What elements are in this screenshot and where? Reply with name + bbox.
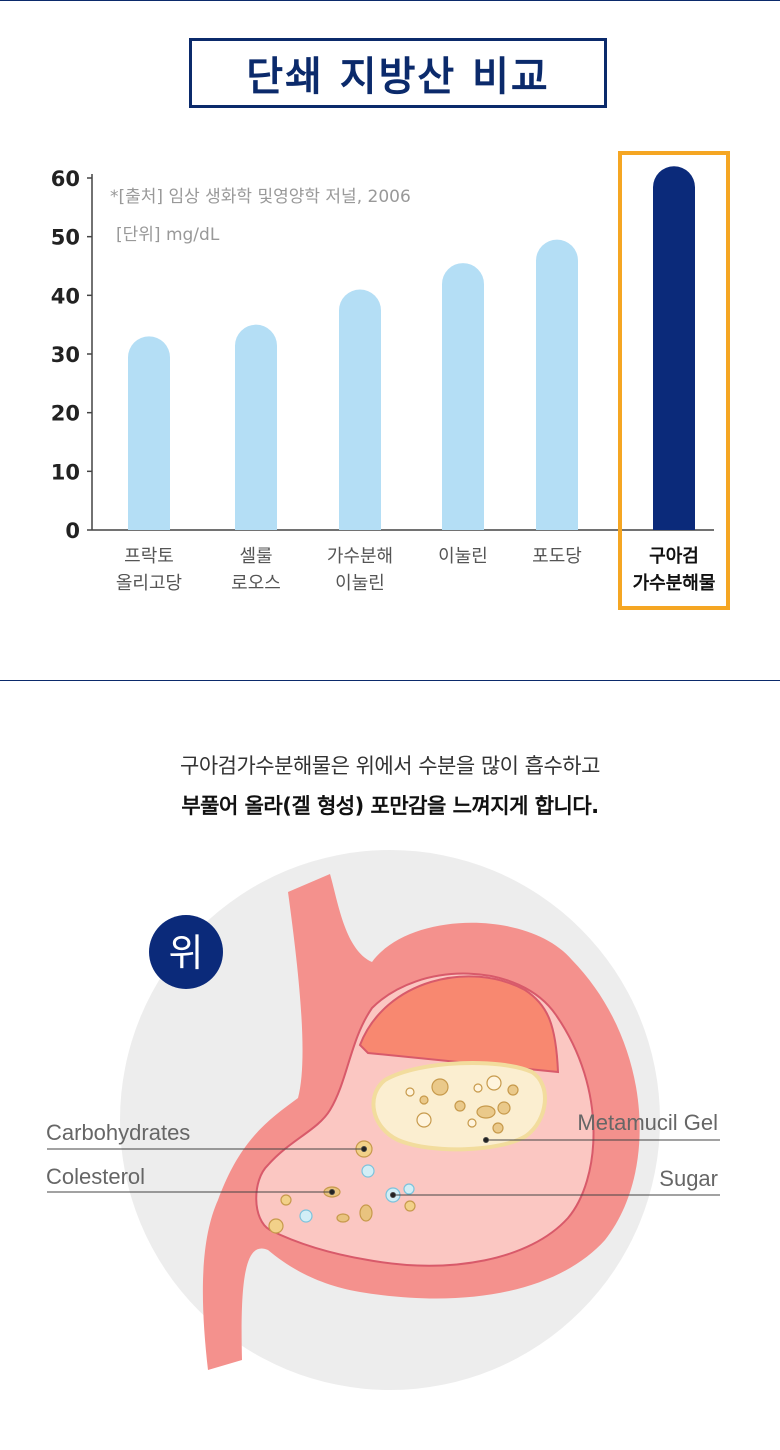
description-line-1: 구아검가수분해물은 위에서 수분을 많이 흡수하고 <box>180 754 600 778</box>
bar <box>536 239 578 530</box>
digestive-particles <box>268 1140 416 1234</box>
y-tick-label: 40 <box>51 284 80 308</box>
y-tick-label: 0 <box>65 519 80 543</box>
bar <box>128 336 170 530</box>
bar-chart: 0 10 20 30 40 50 60 *[출처] 임상 생화학 및영양학 저널, 2006 [… <box>51 151 730 610</box>
stomach-diagram: Carbohydrates Colesterol Metamucil Gel S… <box>46 850 720 1390</box>
x-tick-label: 이눌린 <box>335 573 385 594</box>
bar <box>235 324 277 530</box>
x-tick-label: 로오스 <box>231 573 281 594</box>
stomach-badge <box>149 915 223 989</box>
bar <box>442 263 484 530</box>
label-carbohydrates: Carbohydrates <box>46 1120 190 1145</box>
y-tick-label: 50 <box>51 226 80 250</box>
x-tick-label: 셀룰 <box>239 546 272 567</box>
y-tick-label: 10 <box>51 460 80 484</box>
source-note: *[출처] 임상 생화학 및영양학 저널, 2006 <box>110 187 411 207</box>
stomach-badge-label: 위 <box>169 931 204 975</box>
x-tick-label: 올리고당 <box>116 573 182 594</box>
stomach-fundus <box>358 975 560 1074</box>
gel-particles <box>405 1075 519 1134</box>
label-sugar: Sugar <box>659 1166 718 1191</box>
section-divider <box>0 680 780 681</box>
callout-lines <box>47 1137 720 1198</box>
y-tick-label: 20 <box>51 402 80 426</box>
bar <box>653 166 695 530</box>
label-colesterol: Colesterol <box>46 1164 145 1189</box>
label-metamucil-gel: Metamucil Gel <box>577 1110 718 1135</box>
highlight-frame <box>618 151 730 610</box>
x-tick-label: 이눌린 <box>438 546 488 567</box>
x-tick-label: 가수분해물 <box>633 573 716 594</box>
description-line-2: 부풀어 올라(겔 형성) 포만감을 느껴지게 합니다. <box>181 794 599 818</box>
unit-note: [단위] mg/dL <box>116 225 220 245</box>
x-tick-label: 포도당 <box>532 546 582 567</box>
x-tick-label: 구아검 <box>649 546 699 567</box>
bar <box>339 289 381 530</box>
top-divider <box>0 0 780 1</box>
x-tick-label: 프락토 <box>124 546 174 567</box>
y-tick-label: 60 <box>51 167 80 191</box>
y-tick-label: 30 <box>51 343 80 367</box>
page-title: 단쇄 지방산 비교 <box>189 38 607 108</box>
x-tick-label: 가수분해 <box>327 546 393 567</box>
